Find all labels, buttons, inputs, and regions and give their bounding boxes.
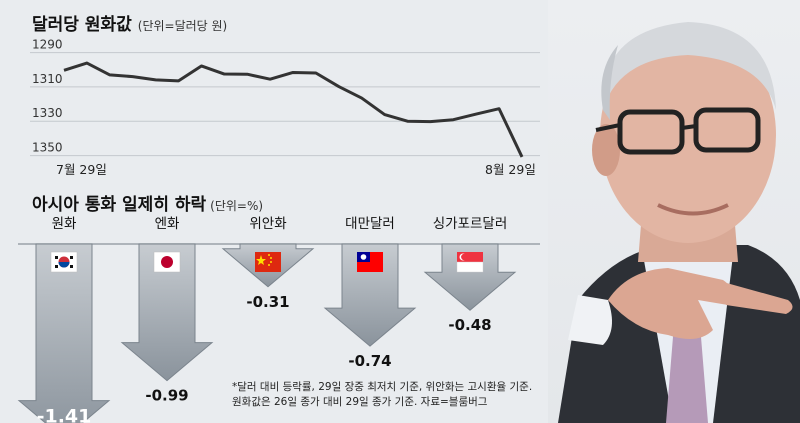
line-chart-title-text: 달러당 원화값 [32,15,132,35]
category-label: 싱가포르달러 [433,216,508,232]
down-arrow-bar [120,243,214,382]
footnote-line-1: *달러 대비 등락률, 29일 장중 최저치 기준, 위안화는 고시환율 기준. [232,381,533,393]
value-label: -0.48 [448,316,491,334]
value-label: -1.41 [37,406,92,423]
arrow-chart-title-text: 아시아 통화 일제히 하락 [32,195,207,215]
y-tick-label: 1290 [32,38,63,52]
won-value-line [63,61,524,158]
arrow-chart-unit: (단위=%) [210,199,264,213]
arrow-4: 싱가포르달러 -0.48 [423,216,517,334]
down-arrow-bar [423,243,517,311]
won-dollar-line-chart: 1290 1310 1330 1350 7월 29일 8월 29일 [30,38,540,177]
arrow-chart-title: 아시아 통화 일제히 하락 (단위=%) [32,190,263,215]
infographic-panel: 달러당 원화값 (단위=달러당 원) 1290 1310 1330 1350 7월 29일… [17,10,540,423]
y-tick-label: 1350 [32,141,63,155]
singapore-flag [456,252,484,273]
china-flag [255,252,281,272]
south-korea-flag [50,251,78,273]
category-label: 엔화 [155,216,180,232]
x-end-label: 8월 29일 [485,162,536,177]
category-label: 원화 [52,216,77,232]
japan-flag [153,251,181,273]
arrow-1: 엔화 -0.99 [120,216,214,405]
value-label: -0.31 [246,293,289,311]
taiwan-flag [357,252,383,272]
category-label: 대만달러 [345,216,395,232]
arrow-0: 원화 -1.41 [17,216,111,423]
down-arrow-bar [323,243,417,347]
x-start-label: 7월 29일 [56,162,107,177]
arrow-3: 대만달러 -0.74 [323,216,417,370]
y-tick-label: 1310 [32,72,63,86]
value-label: -0.99 [145,387,188,405]
category-label: 위안화 [249,216,286,232]
portrait-illustration [558,22,800,423]
footnote-line-2: 원화값은 26일 종가 대비 29일 종가 기준. 자료=블룸버그 [232,396,488,408]
line-chart-unit: (단위=달러당 원) [137,19,228,33]
arrow-2: 위안화 -0.31 [221,216,315,311]
footnote: *달러 대비 등락률, 29일 장중 최저치 기준, 위안화는 고시환율 기준.… [232,380,532,410]
asian-currency-arrow-chart: 원화 -1.41 엔화 -0.99 위안화 -0.31 대만달러 -0.74 싱가포르달러 -0.… [17,216,540,423]
y-tick-label: 1330 [32,106,63,120]
value-label: -0.74 [348,352,391,370]
down-arrow-bar [17,243,111,423]
line-chart-title: 달러당 원화값 (단위=달러당 원) [32,10,227,35]
photo-illustration [548,0,800,423]
